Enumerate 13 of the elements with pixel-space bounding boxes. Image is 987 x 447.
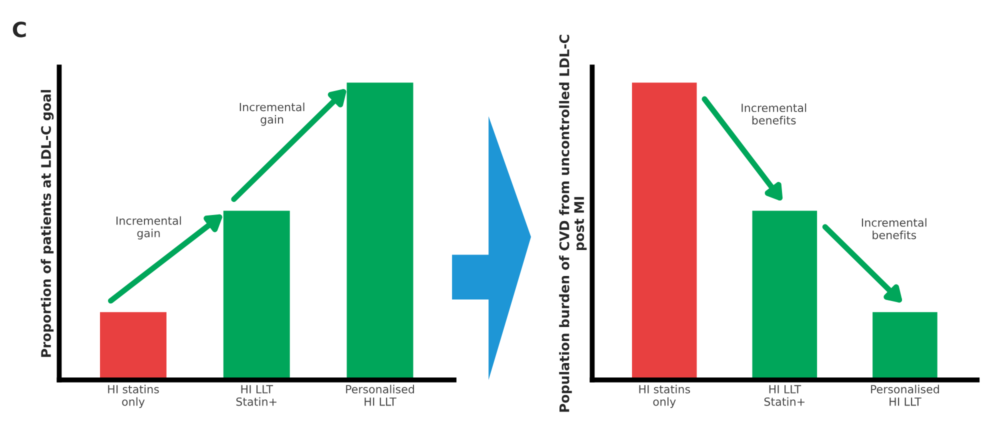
x-tick-label: HI statins only (639, 384, 690, 408)
x-tick-label: Personalised HI LLT (871, 384, 939, 406)
annotation: Incremental benefits (742, 103, 806, 124)
y-axis-title: Proportion of patients at LDL-C goal (40, 90, 54, 357)
chart-title: C (12, 22, 26, 38)
x-tick-label: Personalised HI LLT (346, 384, 414, 406)
x-tick-label: HI statins only (108, 384, 159, 408)
annotation: Incremental gain (240, 102, 304, 126)
x-tick-label: HI LLT Statin+ (236, 385, 276, 406)
y-axis-title: Population burden of CVD from uncontrolled LDL-C post MI (559, 34, 587, 412)
annotation: Incremental gain (116, 216, 181, 240)
annotation: Incremental benefits (862, 218, 926, 240)
x-tick-label: HI LLT Statin+ (764, 385, 804, 406)
